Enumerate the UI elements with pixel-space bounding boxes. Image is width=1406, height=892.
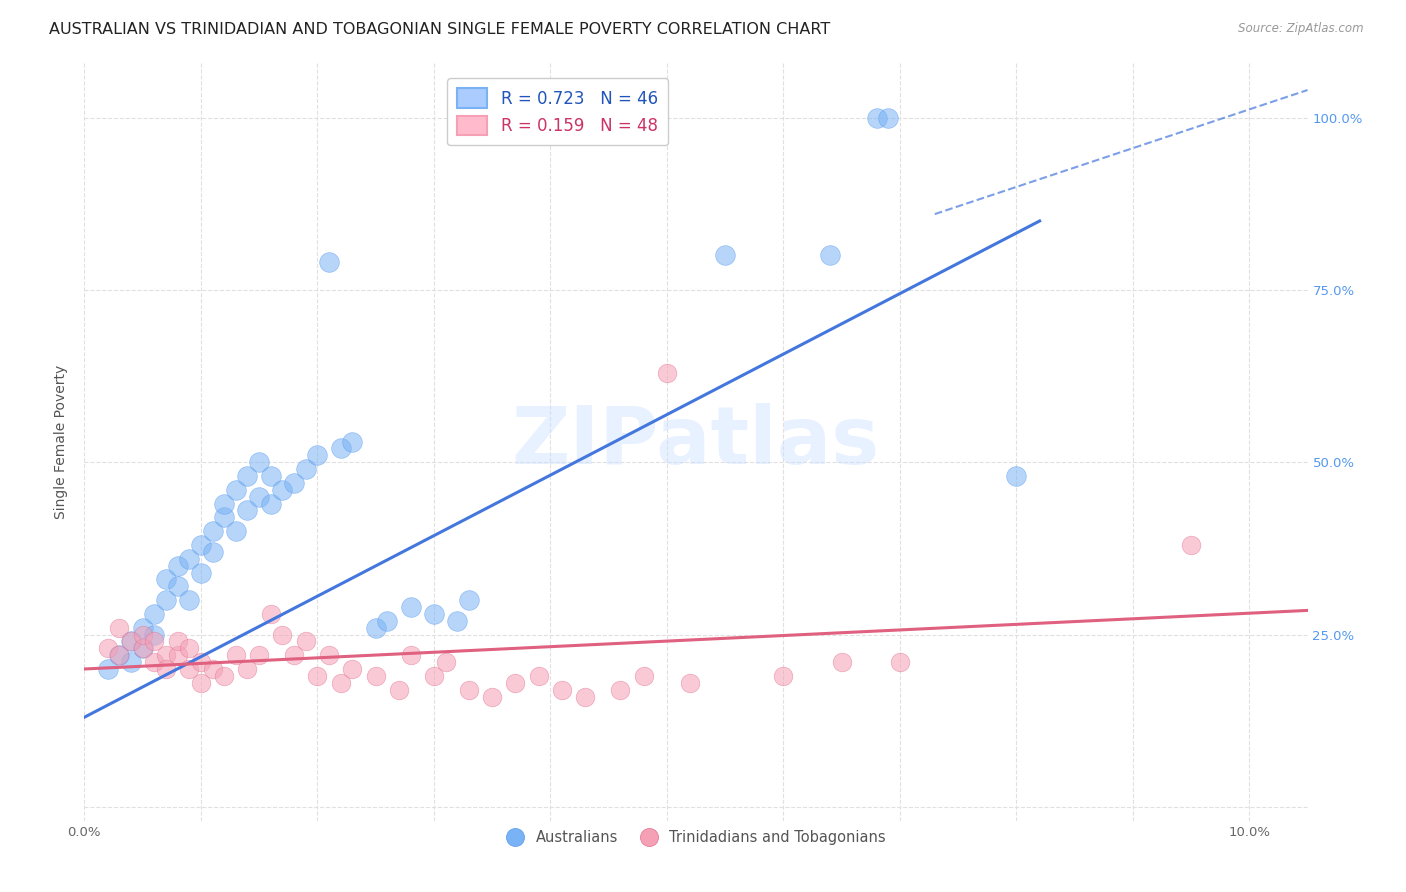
Legend: Australians, Trinidadians and Tobagonians: Australians, Trinidadians and Tobagonian… <box>501 824 891 851</box>
Point <box>342 662 364 676</box>
Point <box>364 669 387 683</box>
Point <box>108 648 131 663</box>
Point <box>679 675 702 690</box>
Point <box>375 614 398 628</box>
Point <box>457 593 479 607</box>
Point <box>446 614 468 628</box>
Point <box>108 648 131 663</box>
Point <box>574 690 596 704</box>
Point <box>260 497 283 511</box>
Point <box>179 641 201 656</box>
Point <box>201 524 224 538</box>
Point <box>399 599 422 614</box>
Point <box>155 662 177 676</box>
Point <box>294 462 316 476</box>
Point <box>236 469 259 483</box>
Point <box>609 682 631 697</box>
Point <box>423 607 446 621</box>
Point <box>179 662 201 676</box>
Point <box>143 627 166 641</box>
Point <box>108 621 131 635</box>
Point <box>283 648 305 663</box>
Point <box>131 641 153 656</box>
Point <box>633 669 655 683</box>
Point <box>772 669 794 683</box>
Point <box>190 675 212 690</box>
Point <box>271 483 294 497</box>
Point <box>877 111 900 125</box>
Y-axis label: Single Female Poverty: Single Female Poverty <box>55 365 69 518</box>
Point <box>434 655 457 669</box>
Point <box>212 510 235 524</box>
Point <box>260 469 283 483</box>
Point <box>247 455 270 469</box>
Point <box>399 648 422 663</box>
Point <box>225 524 247 538</box>
Point <box>527 669 550 683</box>
Text: AUSTRALIAN VS TRINIDADIAN AND TOBAGONIAN SINGLE FEMALE POVERTY CORRELATION CHART: AUSTRALIAN VS TRINIDADIAN AND TOBAGONIAN… <box>49 22 831 37</box>
Point <box>283 475 305 490</box>
Point <box>201 545 224 559</box>
Point <box>307 448 329 462</box>
Point <box>318 648 340 663</box>
Point <box>166 558 188 573</box>
Point <box>190 538 212 552</box>
Point <box>551 682 574 697</box>
Point <box>388 682 411 697</box>
Point <box>155 593 177 607</box>
Point <box>329 675 352 690</box>
Point <box>97 641 120 656</box>
Point <box>236 662 259 676</box>
Point <box>166 634 188 648</box>
Point <box>247 490 270 504</box>
Point <box>318 255 340 269</box>
Point <box>247 648 270 663</box>
Point <box>179 593 201 607</box>
Point <box>294 634 316 648</box>
Point <box>1005 469 1028 483</box>
Point <box>190 655 212 669</box>
Point <box>190 566 212 580</box>
Point <box>212 497 235 511</box>
Point <box>831 655 853 669</box>
Point <box>481 690 503 704</box>
Point <box>131 621 153 635</box>
Point <box>889 655 911 669</box>
Point <box>155 573 177 587</box>
Point <box>364 621 387 635</box>
Point <box>143 655 166 669</box>
Point <box>225 483 247 497</box>
Point <box>201 662 224 676</box>
Point <box>307 669 329 683</box>
Point <box>423 669 446 683</box>
Point <box>212 669 235 683</box>
Point <box>120 655 142 669</box>
Point <box>714 248 737 262</box>
Point <box>260 607 283 621</box>
Point <box>166 648 188 663</box>
Point <box>131 641 153 656</box>
Point <box>155 648 177 663</box>
Point <box>179 551 201 566</box>
Text: ZIPatlas: ZIPatlas <box>512 402 880 481</box>
Point <box>120 634 142 648</box>
Point <box>342 434 364 449</box>
Point <box>143 634 166 648</box>
Point <box>236 503 259 517</box>
Point <box>505 675 527 690</box>
Point <box>329 442 352 456</box>
Point <box>457 682 479 697</box>
Point <box>865 111 887 125</box>
Text: Source: ZipAtlas.com: Source: ZipAtlas.com <box>1239 22 1364 36</box>
Point <box>97 662 120 676</box>
Point <box>1180 538 1202 552</box>
Point <box>271 627 294 641</box>
Point <box>143 607 166 621</box>
Point <box>225 648 247 663</box>
Point <box>120 634 142 648</box>
Point <box>166 579 188 593</box>
Point <box>818 248 841 262</box>
Point <box>655 366 678 380</box>
Point <box>131 627 153 641</box>
